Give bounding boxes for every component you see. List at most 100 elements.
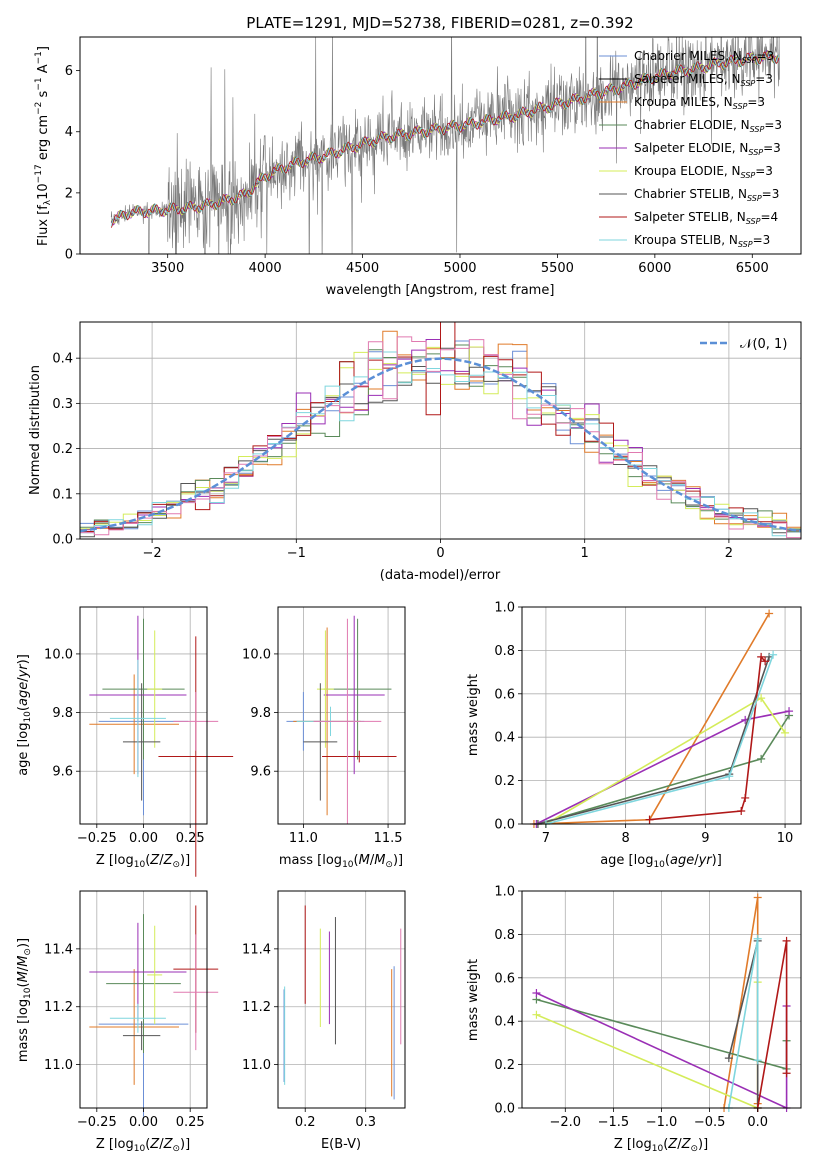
y-tick-label: 4 bbox=[65, 125, 73, 140]
weight-point bbox=[757, 652, 766, 661]
y-tick-label: 9.6 bbox=[52, 765, 73, 780]
y-tick-label: 0.2 bbox=[494, 774, 515, 789]
y-tick-label: 0.2 bbox=[494, 1058, 515, 1073]
weight-point bbox=[782, 936, 791, 945]
y-tick-label: 0.1 bbox=[52, 487, 73, 502]
x-tick-label: 7 bbox=[542, 831, 550, 846]
histogram-lines bbox=[80, 322, 801, 539]
x-tick-label: 8 bbox=[621, 831, 629, 846]
x-tick-label: 5500 bbox=[541, 261, 574, 276]
ticks: −2 −1 0 1 2 0.0 0.1 0.2 0.3 0.4 bbox=[52, 352, 733, 561]
x-tick-label: 0.25 bbox=[176, 831, 205, 846]
weight_vs_Z-marks bbox=[532, 893, 791, 1112]
age-vs-z-panel: −0.25 0.00 0.259.69.810.0 Z [log10(Z/Z⊙)] … bbox=[16, 606, 234, 877]
mass_vs_Z-marks bbox=[89, 905, 219, 1117]
y-tick-label: 9.6 bbox=[250, 765, 271, 780]
y-tick-label: 0.4 bbox=[494, 731, 515, 746]
weight-point bbox=[725, 772, 734, 781]
weight-vs-z-xlabel: Z [log10(Z/Z⊙)] bbox=[614, 1137, 708, 1154]
age-vs-mass-xlabel: mass [log10(M/M⊙)] bbox=[279, 853, 403, 870]
y-tick-label: 1.0 bbox=[494, 601, 515, 616]
normal-curve bbox=[80, 357, 801, 533]
spectrum-lines bbox=[110, 37, 780, 254]
legend-label: 𝒩(0, 1) bbox=[740, 337, 787, 352]
x-tick-label: 0.00 bbox=[129, 1115, 158, 1130]
x-tick-label: −0.25 bbox=[77, 1115, 117, 1130]
ticks: 3500 4000 4500 5000 5500 6000 6500 0 2 4 6 bbox=[65, 64, 769, 276]
y-tick-label: 11.2 bbox=[242, 1000, 271, 1015]
spectrum-marks bbox=[110, 37, 780, 254]
mass-vs-ebv-panel: 0.2 0.3 11.0 11.2 11.4 E(B-V) bbox=[242, 890, 406, 1152]
weight-point bbox=[645, 815, 654, 824]
mass-vs-ebv-xlabel: E(B-V) bbox=[321, 1137, 361, 1152]
residuals-ylabel: Normed distribution bbox=[28, 365, 43, 495]
legend-label: Chabrier ELODIE, NSSP=3 bbox=[634, 118, 782, 134]
legend-label: Chabrier MILES, NSSP=3 bbox=[634, 49, 774, 65]
mass-vs-z-ylabel: mass [log10(M/M⊙)] bbox=[16, 938, 33, 1062]
weight-vs-age-frame bbox=[521, 606, 802, 825]
weight_vs_age-marks bbox=[529, 609, 794, 828]
weight-vs-z-ylabel: mass weight bbox=[466, 959, 481, 1041]
y-tick-label: 9.8 bbox=[250, 706, 271, 721]
x-tick-label: −1.5 bbox=[598, 1115, 630, 1130]
legend-label: Kroupa ELODIE, NSSP=3 bbox=[634, 164, 773, 180]
weight-point bbox=[753, 1056, 762, 1065]
x-tick-label: 0 bbox=[436, 546, 444, 561]
spectrum-xlabel: wavelength [Angstrom, rest frame] bbox=[326, 283, 555, 298]
spectrum-frame bbox=[79, 36, 802, 255]
spectrum-panel: PLATE=1291, MJD=52738, FIBERID=0281, z=0… bbox=[34, 14, 802, 298]
x-tick-label: 0.00 bbox=[129, 831, 158, 846]
grid bbox=[278, 607, 405, 824]
weight-line-kroupa_miles bbox=[723, 897, 759, 1109]
x-tick-label: 4500 bbox=[346, 261, 379, 276]
y-tick-label: 0 bbox=[65, 248, 73, 263]
legend-label: Salpeter STELIB, NSSP=4 bbox=[634, 210, 778, 226]
age-vs-z-ylabel: age [log10(age/yr)] bbox=[16, 654, 33, 776]
y-tick-label: 10.0 bbox=[242, 647, 271, 662]
weight-vs-age-xlabel: age [log10(age/yr)] bbox=[600, 853, 722, 870]
age-vs-mass-frame bbox=[277, 606, 406, 825]
ticks: 7 8 9 10 0.0 0.2 0.4 0.6 0.8 1.0 bbox=[494, 601, 793, 847]
model-spectrum-salpeter_stelib bbox=[110, 51, 780, 228]
y-tick-label: 11.4 bbox=[44, 942, 73, 957]
legend-label: Kroupa MILES, NSSP=3 bbox=[634, 95, 765, 111]
weight-vs-age-ylabel: mass weight bbox=[466, 674, 481, 756]
weight-point bbox=[724, 1054, 733, 1063]
y-tick-label: 0.8 bbox=[494, 644, 515, 659]
y-tick-label: 11.0 bbox=[242, 1058, 271, 1073]
weight-line-kroupa_miles bbox=[533, 613, 770, 825]
x-tick-label: −1 bbox=[287, 546, 306, 561]
x-tick-label: 0.2 bbox=[295, 1115, 316, 1130]
mass-vs-z-panel: −0.25 0.00 0.25 11.0 11.2 11.4 Z [log10(Z/Z⊙)… bbox=[16, 890, 219, 1154]
grid bbox=[278, 891, 405, 1108]
ticks: −0.25 0.00 0.25 9.6 9.8 10.0 bbox=[44, 647, 205, 846]
x-tick-label: 4000 bbox=[249, 261, 282, 276]
spectrum-title: PLATE=1291, MJD=52738, FIBERID=0281, z=0… bbox=[246, 14, 633, 32]
weight-point bbox=[765, 609, 774, 618]
x-tick-label: 10 bbox=[777, 831, 794, 846]
y-tick-label: 6 bbox=[65, 64, 73, 79]
weight-point bbox=[737, 806, 746, 815]
spectrum-legend: Chabrier MILES, NSSP=3 Salpeter MILES, NS… bbox=[599, 49, 782, 249]
residuals-xlabel: (data-model)/error bbox=[380, 568, 501, 583]
weight-vs-z-panel: −2.0 −1.5 −1.0 −0.5 0.0 0.0 0.2 0.4 0.6 0.8 1.0 Z … bbox=[466, 885, 802, 1154]
y-tick-label: 10.0 bbox=[44, 647, 73, 662]
x-tick-label: −2.0 bbox=[550, 1115, 582, 1130]
weight-point bbox=[753, 934, 762, 943]
y-tick-label: 11.4 bbox=[242, 942, 271, 957]
age-vs-z-xlabel: Z [log10(Z/Z⊙)] bbox=[96, 853, 190, 870]
weight-vs-age-panel: 7 8 9 10 0.0 0.2 0.4 0.6 0.8 1.0 age [log10(age/y… bbox=[466, 601, 802, 870]
weight-line-kroupa_stelib bbox=[545, 654, 774, 825]
x-tick-label: −0.5 bbox=[694, 1115, 726, 1130]
ticks: −0.25 0.00 0.25 11.0 11.2 11.4 bbox=[44, 942, 205, 1130]
y-tick-label: 0.0 bbox=[494, 818, 515, 833]
weight-point bbox=[785, 707, 794, 716]
y-tick-label: 0.2 bbox=[52, 442, 73, 457]
x-tick-label: −1.0 bbox=[646, 1115, 678, 1130]
x-tick-label: 11.5 bbox=[374, 831, 403, 846]
weight-line-kroupa_elodie bbox=[536, 982, 759, 1110]
y-tick-label: 2 bbox=[65, 186, 73, 201]
y-tick-label: 0.0 bbox=[494, 1102, 515, 1117]
weight-line-kroupa_stelib bbox=[728, 938, 759, 1109]
x-tick-label: 2 bbox=[725, 546, 733, 561]
